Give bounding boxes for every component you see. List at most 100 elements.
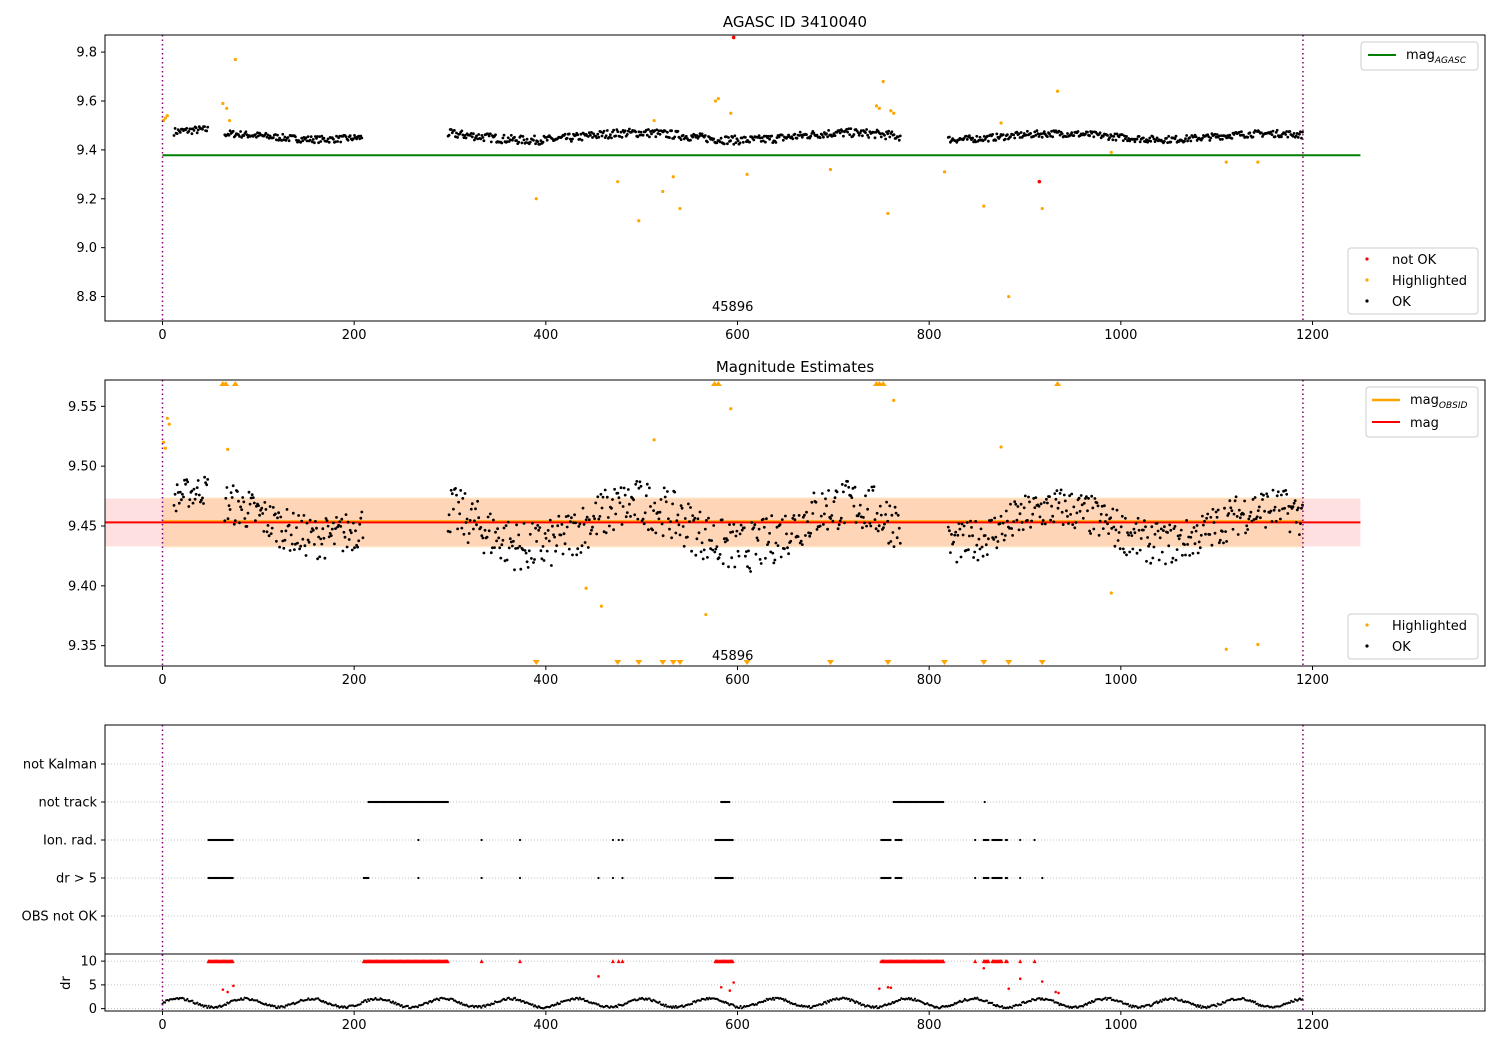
ok-point	[733, 565, 737, 569]
ok-point	[1039, 132, 1043, 136]
ok-point	[229, 491, 233, 494]
ok-point	[271, 506, 275, 509]
ok-point	[1269, 509, 1273, 513]
ok-point	[896, 513, 900, 517]
ok-point	[1090, 494, 1094, 498]
ok-point	[718, 553, 722, 556]
ok-point	[1294, 521, 1298, 524]
ok-point	[278, 545, 281, 549]
ok-point	[1039, 502, 1043, 506]
ok-point	[299, 544, 303, 548]
ok-point	[636, 135, 640, 139]
ok-point	[1301, 130, 1304, 134]
ok-point	[729, 139, 732, 143]
flag-point	[518, 838, 522, 842]
ok-point	[200, 498, 203, 502]
ok-point	[949, 551, 952, 554]
ok-point	[619, 130, 623, 134]
ok-point	[283, 538, 287, 542]
ok-point	[1074, 521, 1078, 524]
legend-highlighted-marker	[1365, 278, 1369, 282]
ok-point	[1151, 135, 1155, 139]
ok-point	[517, 140, 521, 144]
ok-point	[1058, 133, 1062, 137]
ok-point	[634, 482, 638, 486]
clipped-low-marker	[826, 660, 834, 665]
ok-point	[1037, 504, 1041, 508]
ok-point	[781, 138, 785, 142]
ok-point	[614, 512, 618, 516]
ok-point	[1225, 136, 1228, 140]
ok-point	[878, 132, 882, 136]
ok-point	[680, 506, 684, 510]
ok-point	[305, 521, 309, 525]
ok-point	[839, 516, 843, 520]
ok-point	[657, 517, 661, 521]
ok-point	[960, 522, 964, 526]
ok-point	[1288, 530, 1292, 534]
ok-point	[1166, 531, 1169, 534]
ok-point	[538, 526, 542, 529]
ok-point	[1118, 547, 1122, 551]
ok-point	[742, 526, 746, 530]
ok-point	[1086, 130, 1089, 134]
flag-point	[889, 876, 892, 880]
ok-point	[1092, 527, 1096, 531]
ok-point	[266, 133, 270, 137]
ok-point	[329, 534, 333, 537]
ok-point	[1058, 492, 1062, 495]
ok-point	[888, 135, 892, 139]
ok-point	[556, 524, 560, 528]
ok-point	[1237, 130, 1241, 134]
ok-point	[250, 493, 254, 497]
dr-large-point	[878, 987, 881, 990]
dr-point	[764, 999, 767, 1003]
ok-point	[535, 540, 538, 543]
dr-point	[773, 998, 776, 1001]
ok-point	[322, 136, 326, 140]
ok-point	[281, 539, 285, 543]
panel2-title: Magnitude Estimates	[716, 358, 874, 376]
ok-point	[289, 533, 293, 537]
ok-point	[590, 131, 593, 134]
ok-point	[845, 127, 848, 131]
flag-row-label: Ion. rad.	[43, 834, 97, 849]
ok-point	[604, 531, 608, 535]
highlighted-point	[1256, 642, 1260, 647]
ok-point	[674, 531, 678, 535]
dr-point	[416, 1006, 419, 1009]
ok-point	[987, 139, 990, 143]
ok-point	[1249, 510, 1253, 514]
flag-point	[1005, 876, 1009, 880]
ok-point	[517, 533, 521, 537]
ok-point	[536, 524, 540, 527]
ok-point	[309, 530, 313, 534]
ok-point	[506, 520, 510, 524]
ok-point	[1042, 130, 1046, 134]
clipped-low-marker	[669, 660, 677, 665]
ok-point	[682, 544, 686, 548]
ok-point	[1127, 137, 1130, 140]
dr-point	[1120, 1000, 1123, 1003]
ok-point	[715, 141, 719, 145]
ok-point	[1285, 492, 1289, 496]
ok-point	[1250, 519, 1254, 523]
ok-point	[1225, 540, 1228, 543]
ok-point	[553, 535, 556, 539]
ok-point	[974, 520, 978, 523]
ok-point	[1124, 137, 1127, 141]
ok-point	[633, 513, 637, 517]
highlighted-point	[226, 447, 230, 452]
ok-point	[990, 518, 993, 522]
ok-point	[597, 135, 601, 139]
ok-point	[1178, 533, 1182, 537]
ok-point	[275, 138, 278, 142]
ok-point	[761, 139, 765, 143]
ok-point	[1184, 553, 1187, 557]
dr-point	[492, 1002, 495, 1005]
ok-point	[842, 490, 845, 494]
dr-high-marker	[610, 959, 615, 964]
ok-point	[1133, 531, 1137, 535]
highlighted-point	[652, 438, 656, 442]
dr-point	[1292, 1000, 1295, 1003]
